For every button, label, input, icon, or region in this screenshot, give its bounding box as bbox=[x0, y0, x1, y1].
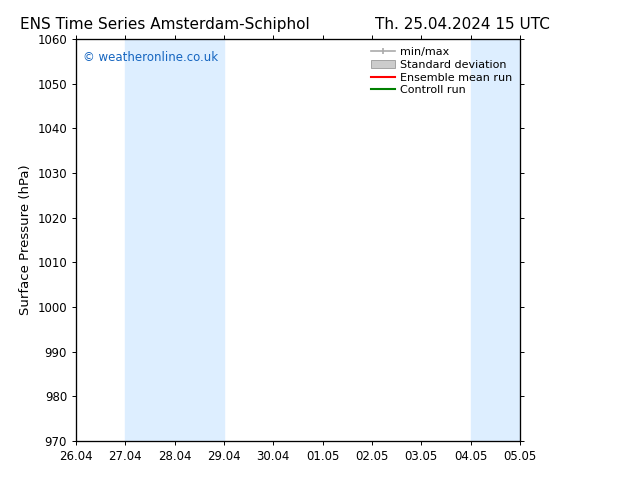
Y-axis label: Surface Pressure (hPa): Surface Pressure (hPa) bbox=[19, 165, 32, 316]
Bar bbox=[126, 39, 224, 441]
Text: ENS Time Series Amsterdam-Schiphol: ENS Time Series Amsterdam-Schiphol bbox=[20, 17, 310, 32]
Title: ENS Time Series Amsterdam-Schiphol      Th. 25.04.2024 15 UTC: ENS Time Series Amsterdam-Schiphol Th. 2… bbox=[0, 489, 1, 490]
Bar bbox=[520, 39, 545, 441]
Text: Th. 25.04.2024 15 UTC: Th. 25.04.2024 15 UTC bbox=[375, 17, 550, 32]
Bar bbox=[470, 39, 545, 441]
Legend: min/max, Standard deviation, Ensemble mean run, Controll run: min/max, Standard deviation, Ensemble me… bbox=[369, 45, 514, 98]
Text: © weatheronline.co.uk: © weatheronline.co.uk bbox=[82, 51, 218, 64]
